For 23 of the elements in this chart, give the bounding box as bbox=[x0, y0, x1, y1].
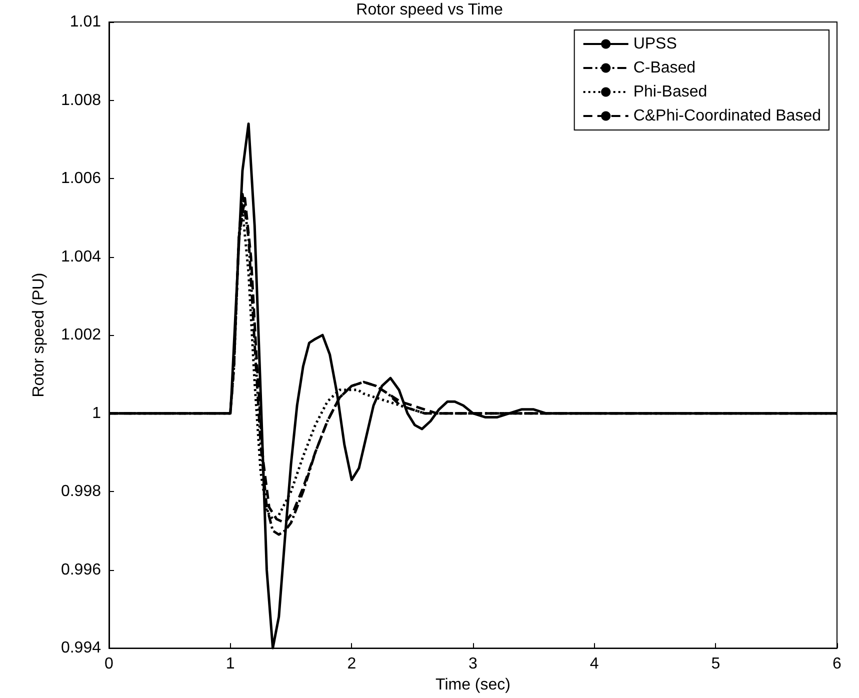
chart-title: Rotor speed vs Time bbox=[356, 2, 503, 18]
y-axis-title: Rotor speed (PU) bbox=[30, 272, 48, 398]
y-tick-label: 1.002 bbox=[60, 326, 102, 344]
legend-label: Phi-Based bbox=[633, 84, 708, 100]
y-tick-label: 0.996 bbox=[60, 561, 102, 578]
y-tick-label: 1 bbox=[92, 404, 102, 422]
x-tick-label: 2 bbox=[347, 656, 356, 673]
x-tick-label: 3 bbox=[468, 656, 478, 673]
legend-label: UPSS bbox=[633, 36, 677, 52]
y-tick-label: 0.998 bbox=[60, 483, 102, 500]
y-tick-label: 1.01 bbox=[70, 14, 102, 30]
y-tick-label: 0.994 bbox=[60, 640, 102, 657]
y-tick-label: 1.004 bbox=[60, 248, 102, 266]
x-tick-label: 6 bbox=[832, 656, 842, 673]
legend-label: C&Phi-Coordinated Based bbox=[633, 108, 822, 124]
x-tick-label: 4 bbox=[590, 656, 599, 673]
x-tick-label: 5 bbox=[711, 656, 720, 673]
x-axis-title: Time (sec) bbox=[436, 676, 510, 694]
y-tick-label: 1.008 bbox=[60, 92, 102, 109]
x-tick-label: 0 bbox=[104, 656, 114, 673]
legend-label: C-Based bbox=[633, 60, 696, 76]
x-tick-label: 1 bbox=[226, 656, 235, 673]
y-tick-label: 1.006 bbox=[60, 170, 102, 188]
